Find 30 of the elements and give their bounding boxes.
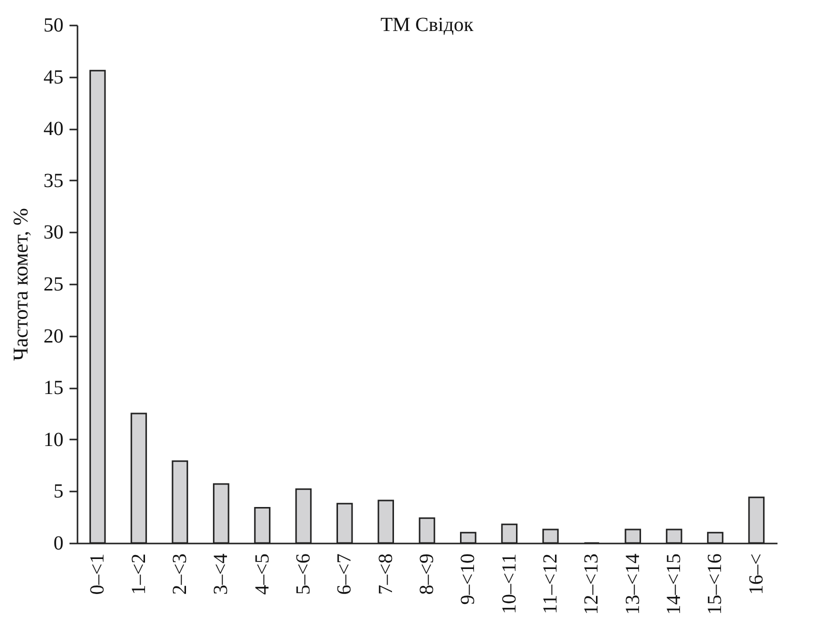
y-tick-label: 35: [44, 170, 64, 192]
y-tick-label: 40: [44, 118, 64, 140]
y-tick-label: 10: [44, 428, 64, 451]
chart-title: ТМ Свідок: [380, 14, 474, 36]
x-tick-label: 9–<10: [457, 554, 480, 605]
y-tick-label: 25: [44, 274, 64, 296]
y-tick-label: 30: [44, 222, 64, 244]
y-tick-label: 20: [44, 325, 64, 348]
y-tick-label: 15: [44, 377, 64, 400]
x-tick-label: 8–<9: [416, 554, 438, 595]
x-tick-label: 4–<5: [251, 554, 274, 595]
x-tick-label: 3–<4: [210, 554, 232, 595]
y-tick-label: 0: [54, 532, 64, 554]
x-tick-label: 16–<: [745, 554, 768, 595]
x-tick-label: 14–<15: [663, 554, 686, 615]
x-tick-label: 7–<8: [374, 554, 397, 595]
x-tick-label: 0–<1: [86, 554, 109, 595]
x-tick-label: 5–<6: [292, 554, 314, 595]
x-tick-label: 11–<12: [540, 554, 562, 614]
y-tick-label: 50: [44, 14, 64, 36]
x-tick-label: 1–<2: [128, 554, 150, 595]
x-tick-label: 2–<3: [168, 554, 191, 595]
x-tick-label: 15–<16: [704, 554, 726, 615]
y-axis-title: Частота комет, %: [8, 208, 32, 361]
x-tick-label: 12–<13: [580, 554, 603, 615]
y-tick-label: 5: [54, 480, 64, 503]
y-tick-label: 45: [44, 66, 64, 88]
x-tick-label: 6–<7: [334, 554, 356, 595]
x-tick-label: 10–<11: [498, 554, 520, 614]
x-tick-label: 13–<14: [622, 554, 644, 615]
